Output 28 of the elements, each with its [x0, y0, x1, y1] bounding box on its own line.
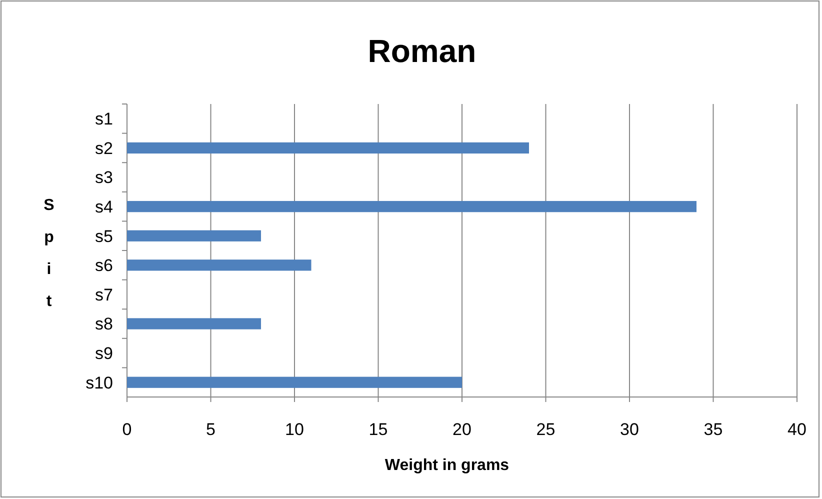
y-tick-label: s9 — [95, 344, 113, 363]
y-tick-label: s8 — [95, 314, 113, 334]
x-tick-label: 25 — [536, 420, 556, 439]
bar — [127, 376, 462, 388]
y-tick-label: s2 — [95, 138, 113, 158]
x-tick-label: 40 — [788, 420, 806, 439]
y-axis-title: Spit — [44, 197, 55, 310]
y-tick-label: s6 — [95, 256, 113, 276]
y-tick-label: s5 — [95, 226, 113, 246]
bar — [127, 260, 312, 271]
bar — [127, 318, 261, 330]
x-tick-label: 30 — [620, 420, 639, 439]
bar — [127, 200, 696, 212]
bar — [127, 230, 261, 242]
x-axis-title: Weight in grams — [384, 457, 510, 474]
y-tick-label: s10 — [86, 373, 113, 392]
y-tick-label: s4 — [95, 198, 113, 216]
bar — [127, 142, 529, 154]
x-tick-label: 5 — [206, 420, 216, 439]
y-tick-label: s3 — [95, 168, 113, 188]
chart-title: Roman — [368, 33, 476, 69]
y-tick-label: s1 — [95, 110, 113, 129]
x-tick-label: 0 — [122, 420, 132, 439]
x-tick-label: 15 — [368, 420, 388, 439]
x-tick-label: 10 — [285, 420, 304, 439]
x-tick-label: 35 — [704, 420, 723, 439]
x-tick-label: 20 — [452, 420, 472, 439]
y-tick-label: s7 — [95, 285, 113, 304]
